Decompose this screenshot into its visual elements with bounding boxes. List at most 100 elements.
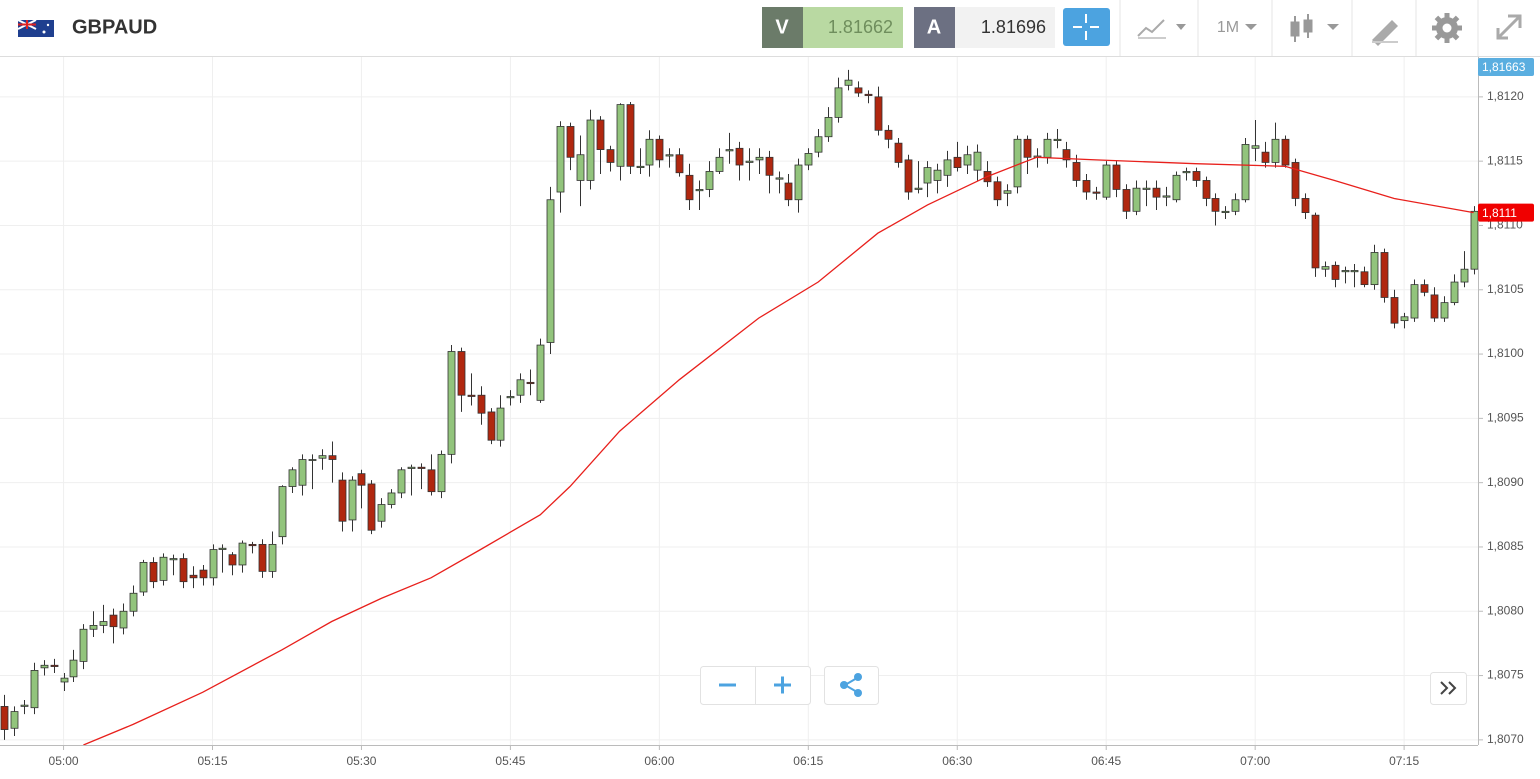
ask-label: A xyxy=(927,16,941,38)
share-button[interactable] xyxy=(824,666,879,705)
bid-button[interactable] xyxy=(762,7,803,48)
candle-body xyxy=(963,154,972,166)
candle-body xyxy=(1360,271,1369,286)
candle-body xyxy=(199,569,208,579)
candle-body xyxy=(50,664,59,667)
candle-body xyxy=(288,469,297,487)
x-tick-label: 06:15 xyxy=(793,754,823,768)
candle-body xyxy=(536,344,545,401)
candle-body xyxy=(864,93,873,96)
candle-body xyxy=(1430,294,1439,319)
candle-body xyxy=(1281,138,1290,166)
bid-box[interactable] xyxy=(803,7,903,48)
drawing-tool-button[interactable] xyxy=(1372,20,1398,46)
x-tick-label: 06:30 xyxy=(942,754,972,768)
chart-type-button[interactable] xyxy=(1137,19,1186,39)
candle-body xyxy=(1350,270,1359,273)
flag xyxy=(17,19,54,37)
timeframe[interactable]: 1M xyxy=(1217,19,1239,36)
candle-body xyxy=(367,483,376,531)
candle-body xyxy=(1231,199,1240,212)
candle-body xyxy=(745,160,754,163)
candle-body xyxy=(874,96,883,131)
candle-body xyxy=(516,379,525,396)
candle-body xyxy=(943,159,952,176)
candle-body xyxy=(238,542,247,566)
candle-body xyxy=(30,670,39,709)
ask-box[interactable] xyxy=(955,7,1055,48)
candle-body xyxy=(179,558,188,583)
candle-body xyxy=(338,479,347,522)
x-tick-label: 05:30 xyxy=(346,754,376,768)
settings-button[interactable] xyxy=(1432,13,1462,43)
candle-body xyxy=(1311,214,1320,269)
bid-price: 1.81662 xyxy=(828,17,893,37)
ask-button[interactable] xyxy=(914,7,955,48)
crosshair-icon xyxy=(1073,14,1099,40)
candle-body xyxy=(1062,149,1071,161)
candle-body xyxy=(1450,281,1459,304)
candle-body xyxy=(1023,138,1032,158)
candle-body xyxy=(437,453,446,493)
y-tick-label: 1,8070 xyxy=(1487,732,1524,746)
candle-body xyxy=(1241,144,1250,201)
candle-body xyxy=(993,181,1002,201)
candle-body xyxy=(159,556,168,581)
candle-body xyxy=(109,614,118,628)
toolbar: GBPAUD V 1.81662 A 1.81696 1M xyxy=(0,0,1540,57)
candle-body xyxy=(725,149,734,152)
candle-body xyxy=(139,561,148,593)
candle-body xyxy=(129,592,138,612)
candle-body xyxy=(447,351,456,455)
scroll-right-button[interactable] xyxy=(1430,672,1467,705)
x-tick-label: 06:00 xyxy=(644,754,674,768)
candle-body xyxy=(377,504,386,522)
candle-body xyxy=(1043,138,1052,158)
candle-body xyxy=(1321,266,1330,270)
candle-body xyxy=(1182,171,1191,174)
zoom-in-button[interactable] xyxy=(774,676,791,694)
candle-body xyxy=(695,189,704,192)
candle-body xyxy=(387,492,396,505)
candle-body xyxy=(1221,210,1230,214)
candle-body xyxy=(705,171,714,190)
candle-body xyxy=(0,706,9,730)
candle-body xyxy=(99,621,108,626)
price-tag xyxy=(1478,58,1534,76)
candle-body xyxy=(357,473,366,486)
crosshair-button[interactable] xyxy=(1063,8,1110,46)
candle-body xyxy=(1152,187,1161,198)
candle-body xyxy=(209,549,218,579)
candle-body xyxy=(1301,198,1310,214)
candle-body xyxy=(765,156,774,176)
candle-body xyxy=(854,87,863,94)
y-tick-label: 1,8105 xyxy=(1487,282,1524,296)
candle-body xyxy=(1370,252,1379,286)
candle-body xyxy=(1162,195,1171,198)
candle-body xyxy=(804,153,813,166)
candle-body xyxy=(69,659,78,678)
candle-body xyxy=(248,543,257,547)
moving-average-line xyxy=(83,156,1474,745)
fullscreen-button[interactable] xyxy=(1496,14,1522,40)
candle-body xyxy=(487,411,496,441)
candle-body xyxy=(1072,162,1081,181)
candle-body xyxy=(348,479,357,521)
zoom-controls xyxy=(700,666,811,705)
candle-body xyxy=(566,126,575,158)
candle-body xyxy=(1331,264,1340,280)
candle-body xyxy=(457,351,466,396)
candle-body xyxy=(884,129,893,140)
candle-body xyxy=(715,156,724,172)
candle-body xyxy=(258,543,267,572)
x-tick-label: 05:45 xyxy=(495,754,525,768)
candle-body xyxy=(1470,210,1478,270)
candle-body xyxy=(775,177,784,180)
candle-body xyxy=(675,154,684,174)
candle-body xyxy=(119,610,128,629)
candle-body xyxy=(318,455,327,459)
bid-label: V xyxy=(775,16,789,38)
candle-style-button[interactable] xyxy=(1290,14,1339,42)
